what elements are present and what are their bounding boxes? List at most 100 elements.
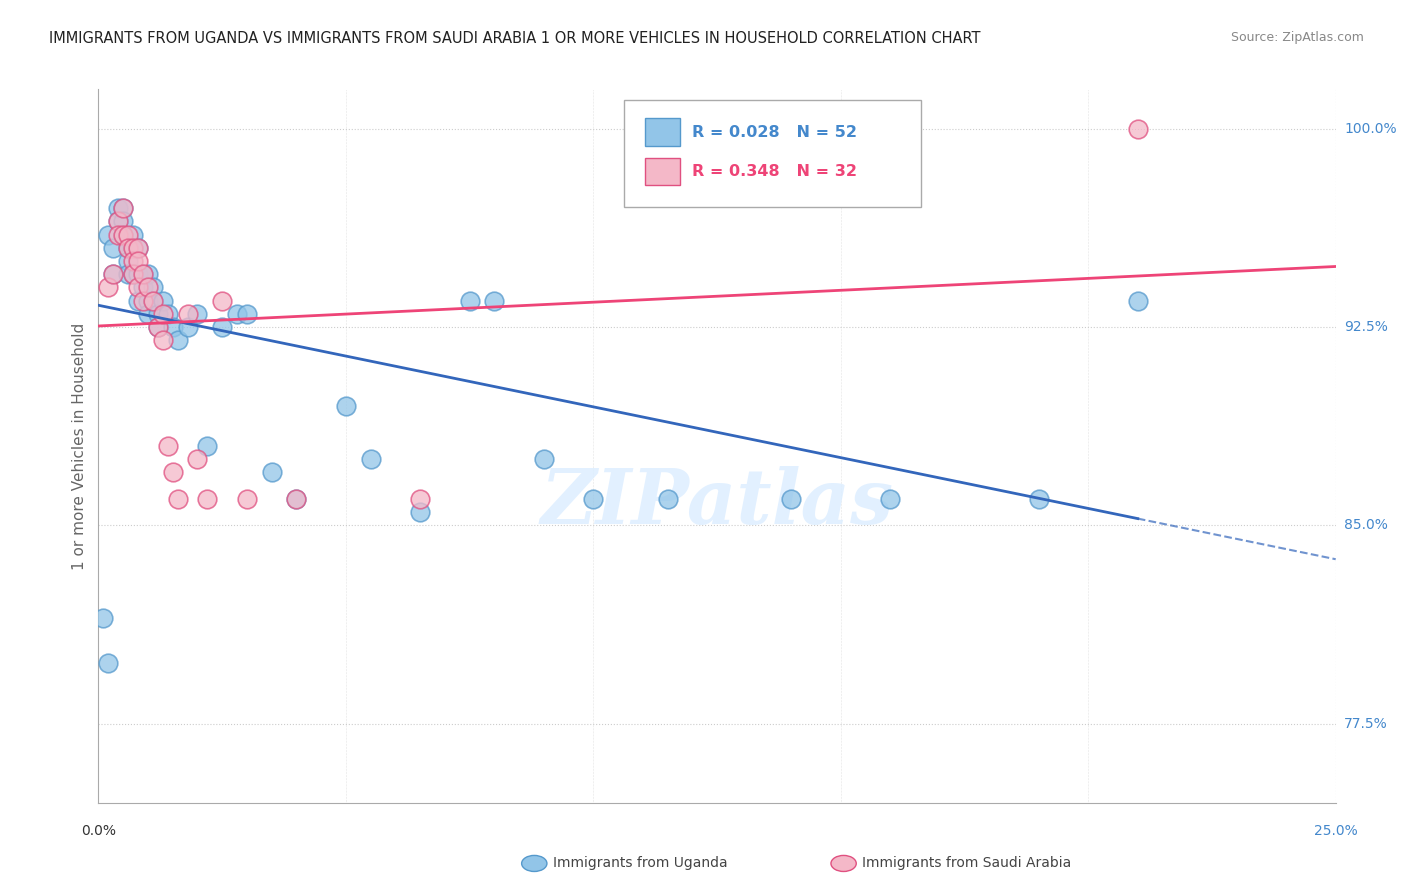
Point	[132, 293, 155, 308]
Point	[156, 439, 179, 453]
Point	[142, 280, 165, 294]
Point	[285, 491, 308, 506]
Point	[146, 307, 169, 321]
Point	[458, 293, 481, 308]
Text: ZIPatlas: ZIPatlas	[540, 467, 894, 540]
Point	[360, 452, 382, 467]
Point	[127, 241, 149, 255]
Point	[142, 293, 165, 308]
Bar	[645, 119, 681, 145]
Point	[152, 307, 174, 321]
Point	[112, 227, 135, 242]
Point	[1126, 121, 1149, 136]
Point	[97, 227, 120, 242]
Text: R = 0.348   N = 32: R = 0.348 N = 32	[692, 164, 858, 178]
Point	[142, 293, 165, 308]
Point	[107, 214, 129, 228]
Point	[533, 452, 555, 467]
Point	[162, 466, 184, 480]
Point	[176, 307, 198, 321]
Point	[127, 254, 149, 268]
Point	[107, 227, 129, 242]
Bar	[645, 158, 681, 185]
Point	[156, 307, 179, 321]
Point	[97, 656, 120, 670]
Point	[112, 227, 135, 242]
Point	[409, 491, 432, 506]
Point	[127, 267, 149, 281]
Point	[103, 241, 125, 255]
Text: 25.0%: 25.0%	[1313, 823, 1358, 838]
Point	[236, 307, 259, 321]
Text: 85.0%: 85.0%	[1344, 518, 1388, 533]
Point	[657, 491, 679, 506]
Point	[103, 267, 125, 281]
Point	[166, 491, 188, 506]
Point	[166, 333, 188, 347]
Point	[107, 201, 129, 215]
Point	[195, 491, 218, 506]
Point	[136, 293, 159, 308]
Point	[409, 505, 432, 519]
Point	[132, 267, 155, 281]
Point	[112, 201, 135, 215]
Text: 92.5%: 92.5%	[1344, 320, 1388, 334]
Text: IMMIGRANTS FROM UGANDA VS IMMIGRANTS FROM SAUDI ARABIA 1 OR MORE VEHICLES IN HOU: IMMIGRANTS FROM UGANDA VS IMMIGRANTS FRO…	[49, 31, 981, 46]
Point	[186, 307, 208, 321]
Point	[1126, 293, 1149, 308]
FancyBboxPatch shape	[624, 100, 921, 207]
Point	[122, 254, 145, 268]
Point	[117, 267, 139, 281]
Point	[136, 267, 159, 281]
Point	[780, 491, 803, 506]
Point	[211, 320, 233, 334]
Point	[117, 227, 139, 242]
Text: R = 0.028   N = 52: R = 0.028 N = 52	[692, 125, 858, 139]
Point	[879, 491, 901, 506]
Point	[1028, 491, 1050, 506]
Point	[484, 293, 506, 308]
Point	[117, 241, 139, 255]
Point	[152, 333, 174, 347]
Text: 0.0%: 0.0%	[82, 823, 115, 838]
Point	[132, 280, 155, 294]
Point	[97, 280, 120, 294]
Point	[236, 491, 259, 506]
Point	[260, 466, 283, 480]
Text: Immigrants from Saudi Arabia: Immigrants from Saudi Arabia	[862, 856, 1071, 871]
Point	[176, 320, 198, 334]
Point	[162, 320, 184, 334]
Y-axis label: 1 or more Vehicles in Household: 1 or more Vehicles in Household	[72, 322, 87, 570]
Point	[112, 214, 135, 228]
Point	[127, 241, 149, 255]
Point	[132, 267, 155, 281]
Point	[122, 241, 145, 255]
Point	[285, 491, 308, 506]
Point	[117, 241, 139, 255]
Point	[127, 293, 149, 308]
Point	[211, 293, 233, 308]
Point	[93, 611, 115, 625]
Point	[146, 320, 169, 334]
Point	[127, 280, 149, 294]
Point	[335, 400, 357, 414]
Point	[582, 491, 605, 506]
Point	[122, 267, 145, 281]
Point	[186, 452, 208, 467]
Point	[112, 201, 135, 215]
Point	[107, 214, 129, 228]
Point	[117, 254, 139, 268]
Text: 77.5%: 77.5%	[1344, 716, 1388, 731]
Point	[122, 267, 145, 281]
Text: Immigrants from Uganda: Immigrants from Uganda	[553, 856, 727, 871]
Point	[136, 307, 159, 321]
Point	[146, 320, 169, 334]
Point	[136, 280, 159, 294]
Point	[122, 241, 145, 255]
Text: 100.0%: 100.0%	[1344, 122, 1396, 136]
Point	[103, 267, 125, 281]
Point	[226, 307, 249, 321]
Point	[195, 439, 218, 453]
Point	[122, 227, 145, 242]
Point	[152, 293, 174, 308]
